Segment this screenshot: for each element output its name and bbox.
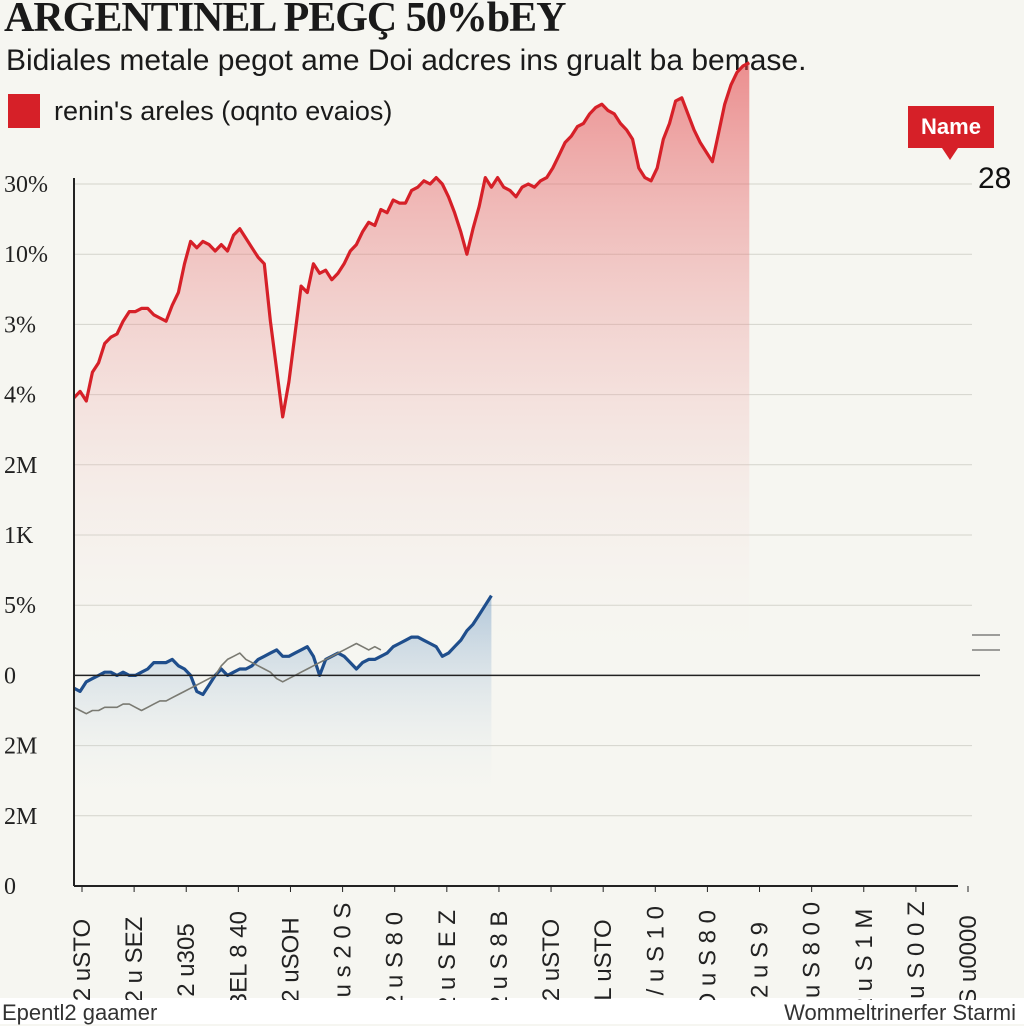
x-tick-label: 2 u S 1 M xyxy=(851,909,878,1000)
y-tick-label: 1K xyxy=(4,523,34,549)
x-tick-label: 2 u S 8 B xyxy=(486,911,513,1000)
axis-layer xyxy=(73,178,980,892)
x-tick-label: 2 uSTO xyxy=(69,919,96,1000)
x-tick-label: 2 u S 8 0 0 xyxy=(799,902,826,1000)
x-tick-label: 2 u SEZ xyxy=(121,917,148,1000)
callout-box xyxy=(908,106,994,148)
y-tick-label: 2M xyxy=(4,804,37,830)
legend: renin's areles (oqnto evaios) xyxy=(8,94,392,128)
footer-source: Epentl2 gaamer xyxy=(2,1000,158,1025)
x-tick-label: 2 uSTO xyxy=(538,919,565,1000)
y-tick-label: 0 xyxy=(4,874,16,900)
y-tick-label: 10% xyxy=(4,242,48,268)
series-line-1 xyxy=(73,594,493,697)
footer-band xyxy=(0,998,1024,1024)
series-line-2 xyxy=(73,642,382,715)
legend-label: renin's areles (oqnto evaios) xyxy=(54,95,393,126)
x-tick-label: S u0000 xyxy=(955,915,982,1000)
label-layer: 30% 10% 3% 4% 2M 1K 5% 0 2M 2M 0 2 uSTO 2 u SEZ 2 u30… xyxy=(4,106,1011,1000)
series-line-0 xyxy=(72,61,751,419)
x-tick-label: 2 u S E Z xyxy=(434,910,461,1000)
chart-svg: 30% 10% 3% 4% 2M 1K 5% 0 2M 2M 0 2 uSTO 2 u SEZ 2 u30… xyxy=(4,61,1011,1000)
x-tick-label: 2 u S 0 0 Z xyxy=(903,901,930,1000)
legend-swatch-red xyxy=(8,94,40,128)
callout-pointer xyxy=(942,148,958,160)
y-tick-label: 3% xyxy=(4,312,36,338)
y-tick-label: 4% xyxy=(4,383,36,409)
end-value-label: 28 xyxy=(978,162,1011,195)
line-layer xyxy=(72,61,751,715)
x-tick-label: 2 u S 9 xyxy=(747,922,774,998)
chart-subtitle: Bidiales metale pegot ame Doi adcres ins… xyxy=(6,44,807,77)
x-tick-label: 2 u305 xyxy=(173,923,200,996)
y-tick-label: 2M xyxy=(4,734,37,760)
x-tick-label: BEL 8 40 xyxy=(225,911,252,1000)
x-tick-label: k / u S 1 0 xyxy=(642,906,669,1000)
chart-title: ARGENTINEL PEGÇ 50%bEY xyxy=(4,0,566,41)
y-tick-label: 5% xyxy=(4,593,36,619)
x-tick-label: 2 u s 2 0 S xyxy=(330,903,357,1000)
series-area-0 xyxy=(74,62,750,676)
series-area-1 xyxy=(74,595,492,806)
y-tick-label: 0 xyxy=(4,663,16,689)
fill-layer xyxy=(74,62,750,806)
x-tick-label: D u S 8 0 xyxy=(694,910,721,1000)
footer-credit: Wommeltrinerfer Starmi xyxy=(784,1000,1016,1025)
y-tick-label: 30% xyxy=(4,172,48,198)
y-tick-label: 2M xyxy=(4,453,37,479)
x-tick-label: 2 u S 8 0 xyxy=(382,912,409,1000)
x-tick-label: 2 uSOH xyxy=(277,917,304,1000)
x-tick-label: L uSTO xyxy=(590,919,617,1000)
callout-label: Name xyxy=(921,114,981,139)
